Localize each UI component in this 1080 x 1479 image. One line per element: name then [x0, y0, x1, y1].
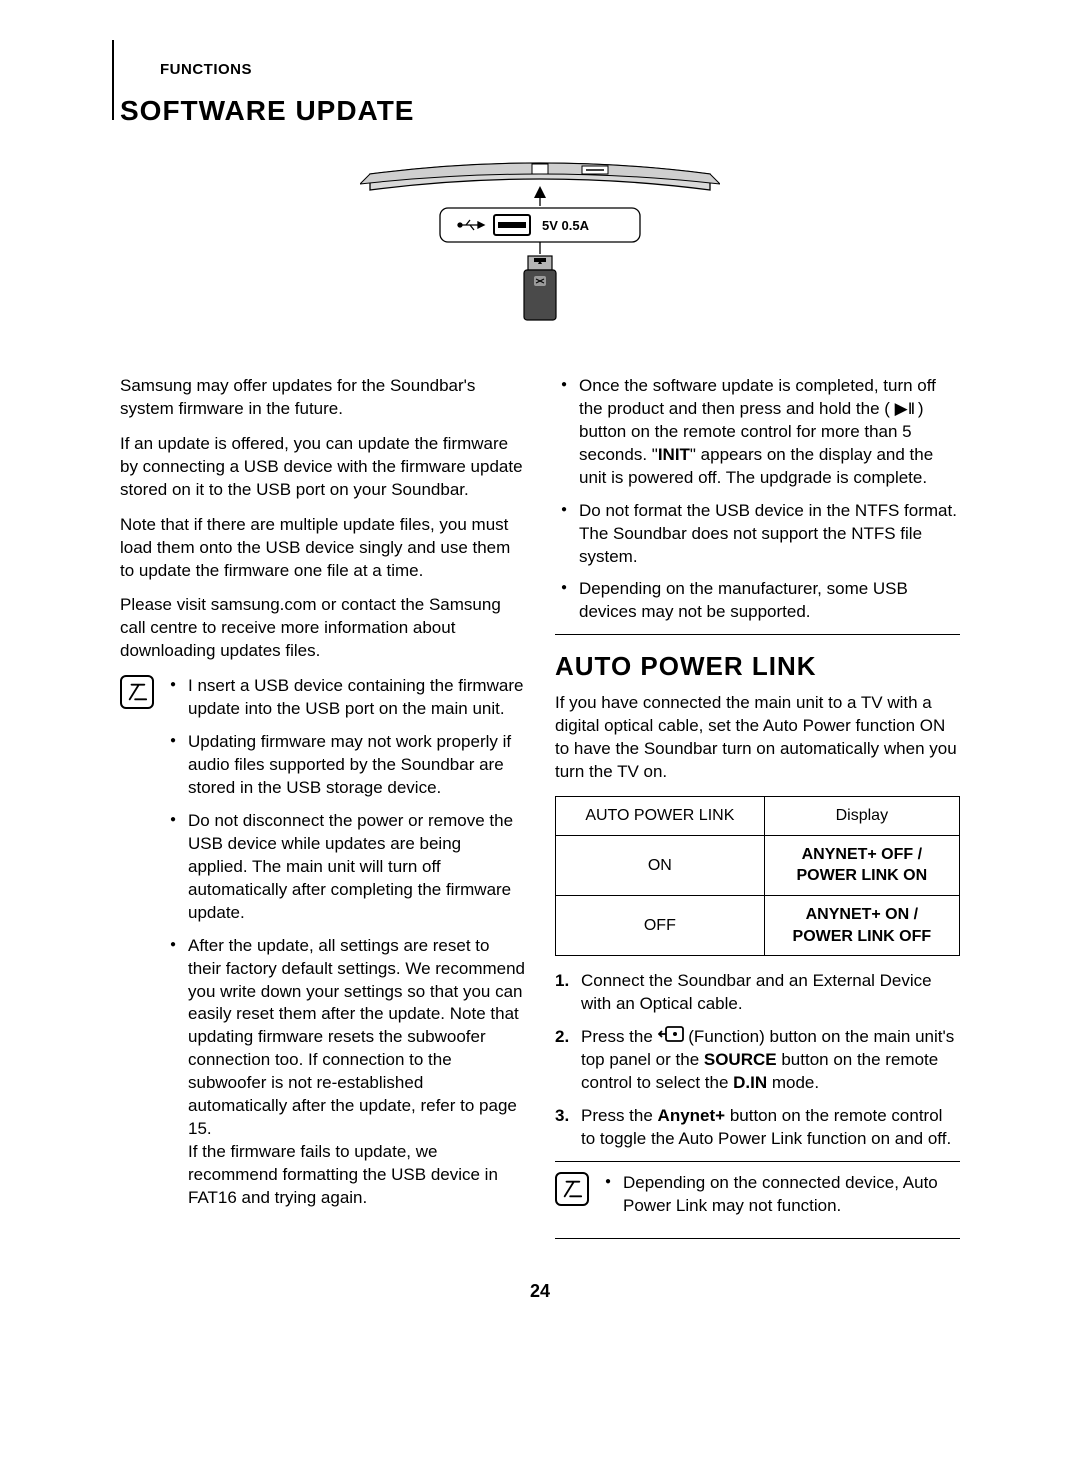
- note-icon: [120, 675, 154, 709]
- note-icon-2: [555, 1172, 589, 1206]
- left-note-list: I nsert a USB device containing the firm…: [164, 675, 525, 1210]
- apl-r2c2: ANYNET+ ON / POWER LINK OFF: [764, 895, 959, 955]
- apl-th-2: Display: [764, 797, 959, 836]
- step-1: Connect the Soundbar and an External Dev…: [555, 970, 960, 1016]
- left-note-3: Do not disconnect the power or remove th…: [170, 810, 525, 925]
- para-intro-1: Samsung may offer updates for the Soundb…: [120, 375, 525, 421]
- note-block-right: Depending on the connected device, Auto …: [555, 1172, 960, 1228]
- play-pause-icon: ▶II: [895, 399, 914, 418]
- left-note-2: Updating firmware may not work properly …: [170, 731, 525, 800]
- para-intro-3: Note that if there are multiple update f…: [120, 514, 525, 583]
- page-number: 24: [120, 1279, 960, 1303]
- section-label: FUNCTIONS: [160, 60, 960, 80]
- divider-1: [555, 634, 960, 635]
- apl-r1c1: ON: [556, 835, 765, 895]
- right-column: Once the software update is completed, t…: [555, 375, 960, 1249]
- left-note-4: After the update, all settings are reset…: [170, 935, 525, 1210]
- heading-software-update: SOFTWARE UPDATE: [120, 92, 960, 130]
- step-3: Press the Anynet+ button on the remote c…: [555, 1105, 960, 1151]
- heading-auto-power-link: AUTO POWER LINK: [555, 649, 960, 684]
- auto-power-link-table: AUTO POWER LINK Display ON ANYNET+ OFF /…: [555, 796, 960, 956]
- right-bullet-3: Depending on the manufacturer, some USB …: [561, 578, 960, 624]
- soundbar-diagram: 5V 0.5A: [120, 144, 960, 351]
- para-intro-2: If an update is offered, you can update …: [120, 433, 525, 502]
- apl-r1c2: ANYNET+ OFF / POWER LINK ON: [764, 835, 959, 895]
- left-note-1: I nsert a USB device containing the firm…: [170, 675, 525, 721]
- apl-steps: Connect the Soundbar and an External Dev…: [555, 970, 960, 1151]
- note-block-left: I nsert a USB device containing the firm…: [120, 675, 525, 1220]
- apl-r2c1: OFF: [556, 895, 765, 955]
- port-label: 5V 0.5A: [542, 218, 590, 233]
- init-text: INIT: [658, 445, 690, 464]
- apl-intro: If you have connected the main unit to a…: [555, 692, 960, 784]
- soundbar-usb-illustration: 5V 0.5A: [360, 144, 720, 344]
- left-column: Samsung may offer updates for the Soundb…: [120, 375, 525, 1249]
- right-note-1: Depending on the connected device, Auto …: [605, 1172, 960, 1218]
- para-intro-4: Please visit samsung.com or contact the …: [120, 594, 525, 663]
- right-bullet-list: Once the software update is completed, t…: [555, 375, 960, 624]
- right-bullet-1: Once the software update is completed, t…: [561, 375, 960, 490]
- step-2: Press the (Function) button on the main …: [555, 1026, 960, 1095]
- vertical-rule: [112, 40, 114, 120]
- right-bullet-2: Do not format the USB device in the NTFS…: [561, 500, 960, 569]
- divider-3: [555, 1238, 960, 1239]
- content-columns: Samsung may offer updates for the Soundb…: [120, 375, 960, 1249]
- divider-2: [555, 1161, 960, 1162]
- apl-th-1: AUTO POWER LINK: [556, 797, 765, 836]
- function-button-icon: [658, 1026, 684, 1049]
